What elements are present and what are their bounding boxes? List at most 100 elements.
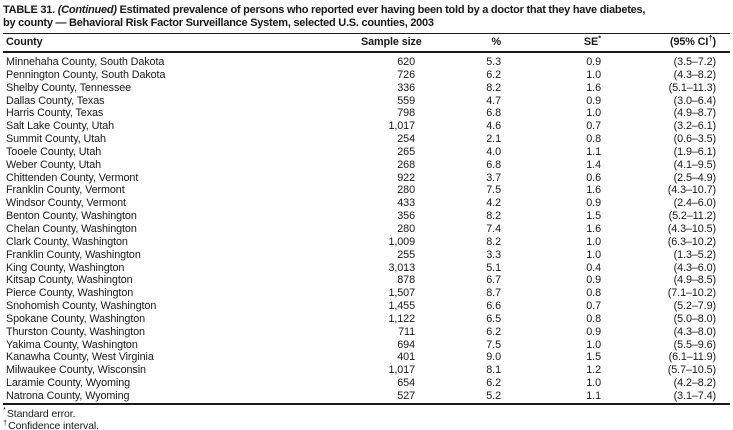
se-cell: 1.1: [586, 145, 601, 158]
se-cell: 0.9: [586, 274, 601, 287]
se-cell: 1.0: [586, 68, 601, 81]
table-row: Yakima County, Washington 694 7.5 1.0 (5.5–9…: [3, 339, 730, 352]
table-row: Clark County, Washington 1,009 8.2 1.0 (6.3–…: [3, 236, 730, 249]
asterisk-marker: *: [3, 405, 6, 415]
ci-cell: (6.3–10.2): [667, 235, 716, 248]
sample-size-cell: 401: [397, 351, 415, 364]
ci-cell: (5.7–10.5): [667, 364, 716, 377]
table-row: Tooele County, Utah 265 4.0 1.1 (1.9–6.1): [3, 146, 730, 159]
county-cell: Weber County, Utah: [6, 158, 102, 171]
table-row: Franklin County, Washington 255 3.3 1.0 (1.3…: [3, 249, 730, 262]
ci-cell: (5.2–11.2): [668, 210, 717, 223]
percent-cell: 4.2: [486, 197, 501, 210]
sample-size-cell: 654: [397, 377, 415, 390]
prevalence-table: County Sample size % SE* (95% CI†) Minne…: [3, 33, 730, 405]
sample-size-cell: 798: [397, 107, 415, 120]
footnote-confidence-interval: †Confidence interval.: [3, 417, 99, 430]
se-cell: 1.1: [586, 389, 601, 402]
ci-cell: (4.9–8.7): [673, 107, 716, 120]
ci-cell: (1.9–6.1): [673, 145, 716, 158]
percent-cell: 6.8: [486, 158, 501, 171]
percent-cell: 6.2: [486, 325, 501, 338]
ci-cell: (4.9–8.5): [673, 274, 716, 287]
ci-cell: (5.0–8.0): [673, 312, 716, 325]
percent-cell: 6.6: [486, 300, 501, 313]
sample-size-cell: 1,009: [388, 235, 415, 248]
se-cell: 1.2: [586, 364, 601, 377]
sample-size-cell: 356: [397, 210, 415, 223]
county-cell: King County, Washington: [6, 261, 125, 274]
sample-size-cell: 1,017: [388, 364, 415, 377]
sample-size-cell: 280: [397, 184, 415, 197]
ci-cell: (2.5–4.9): [673, 171, 716, 184]
table-row: Natrona County, Wyoming 527 5.2 1.1 (3.1–7.4…: [3, 390, 730, 404]
percent-cell: 5.2: [486, 389, 501, 402]
sample-size-cell: 255: [397, 248, 415, 261]
county-cell: Natrona County, Wyoming: [6, 389, 130, 402]
table-row: Kanawha County, West Virginia 401 9.0 1.5 (6…: [3, 351, 730, 364]
ci-cell: (4.3–10.5): [667, 222, 716, 235]
table-row: Kitsap County, Washington 878 6.7 0.9 (4.9–8…: [3, 274, 730, 287]
table-row: Harris County, Texas 798 6.8 1.0 (4.9–8.7): [3, 107, 730, 120]
sample-size-cell: 268: [397, 158, 415, 171]
percent-cell: 7.5: [486, 184, 501, 197]
sample-size-cell: 1,507: [388, 287, 415, 300]
sample-size-cell: 336: [397, 81, 415, 94]
county-cell: Benton County, Washington: [6, 210, 137, 223]
se-cell: 1.6: [586, 222, 601, 235]
county-cell: Harris County, Texas: [6, 107, 104, 120]
table-row: Laramie County, Wyoming 654 6.2 1.0 (4.2–8.2…: [3, 377, 730, 390]
table-number: TABLE 31.: [3, 4, 55, 16]
ci-footnote-marker: †: [708, 33, 713, 43]
table-row: Pierce County, Washington 1,507 8.7 0.8 (7.1…: [3, 287, 730, 300]
se-cell: 0.9: [586, 56, 601, 68]
se-cell: 1.5: [586, 351, 601, 364]
percent-cell: 3.3: [486, 248, 501, 261]
table-row: Minnehaha County, South Dakota 620 5.3 0.9 (…: [3, 52, 730, 69]
sample-size-cell: 527: [397, 389, 415, 402]
table-row: Snohomish County, Washington 1,455 6.6 0.7 (…: [3, 300, 730, 313]
table-footnotes: *Standard error. †Confidence interval.: [3, 405, 733, 430]
county-cell: Laramie County, Wyoming: [6, 377, 131, 390]
percent-cell: 5.1: [486, 261, 501, 274]
table-row: Shelby County, Tennessee 336 8.2 1.6 (5.1–11…: [3, 82, 730, 95]
percent-cell: 6.5: [486, 312, 501, 325]
sample-size-cell: 878: [397, 274, 415, 287]
table-row: Summit County, Utah 254 2.1 0.8 (0.6–3.5): [3, 133, 730, 146]
table-title-line2: by county — Behavioral Risk Factor Surve…: [3, 17, 434, 29]
table-row: Milwaukee County, Wisconsin 1,017 8.1 1.2 (5…: [3, 364, 730, 377]
col-header-ci: (95% CI†): [601, 33, 730, 53]
sample-size-cell: 922: [397, 171, 415, 184]
sample-size-cell: 254: [397, 133, 415, 146]
se-cell: 1.5: [586, 210, 601, 223]
sample-size-cell: 620: [397, 56, 415, 68]
county-cell: Kitsap County, Washington: [6, 274, 133, 287]
county-cell: Snohomish County, Washington: [6, 300, 157, 313]
header-row: County Sample size % SE* (95% CI†): [3, 33, 730, 53]
ci-cell: (6.1–11.9): [668, 351, 717, 364]
percent-cell: 3.7: [486, 171, 501, 184]
table-continued-label: (Continued): [57, 4, 117, 16]
percent-cell: 7.4: [486, 222, 501, 235]
se-cell: 1.4: [586, 158, 601, 171]
se-cell: 1.0: [586, 235, 601, 248]
county-cell: Thurston County, Washington: [6, 325, 145, 338]
county-cell: Windsor County, Vermont: [6, 197, 126, 210]
sample-size-cell: 265: [397, 145, 415, 158]
sample-size-cell: 280: [397, 222, 415, 235]
county-cell: Spokane County, Washington: [6, 312, 146, 325]
sample-size-cell: 726: [397, 68, 415, 81]
table-row: Pennington County, South Dakota 726 6.2 1.0…: [3, 69, 730, 82]
ci-cell: (4.3–6.0): [673, 261, 716, 274]
dagger-marker: †: [3, 417, 8, 427]
se-cell: 1.0: [586, 107, 601, 120]
percent-cell: 9.0: [486, 351, 501, 364]
ci-cell: (4.3–8.2): [673, 68, 716, 81]
percent-cell: 4.0: [486, 145, 501, 158]
percent-cell: 6.2: [486, 68, 501, 81]
table-title-text: Estimated prevalence of persons who repo…: [119, 4, 646, 16]
se-cell: 1.6: [586, 184, 601, 197]
se-cell: 0.9: [586, 94, 601, 107]
ci-cell: (0.6–3.5): [673, 133, 716, 146]
county-cell: Chittenden County, Vermont: [6, 171, 139, 184]
